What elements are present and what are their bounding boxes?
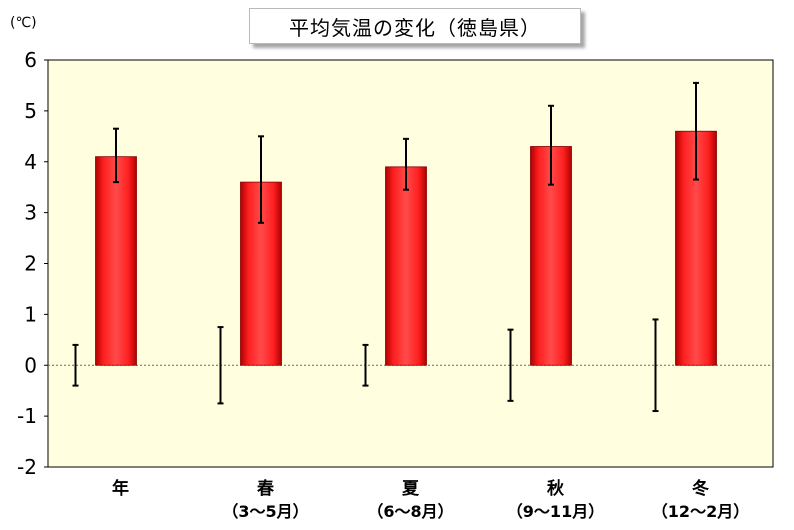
y-axis-unit: (℃)	[10, 15, 37, 31]
bar	[95, 156, 137, 366]
y-tick-label: -2	[17, 455, 37, 479]
x-tick-sublabel: （12〜2月）	[652, 502, 749, 521]
y-tick-label: 1	[24, 302, 37, 326]
chart-title: 平均気温の変化（徳島県）	[249, 8, 581, 44]
y-tick-label: 3	[24, 201, 37, 225]
x-tick-sublabel: （6〜8月）	[367, 502, 453, 521]
y-tick-label: 0	[24, 353, 37, 377]
x-tick-label: 年	[112, 478, 129, 499]
y-tick-label: 4	[24, 150, 37, 174]
x-tick-label: 冬	[692, 478, 709, 499]
y-tick-label: 5	[24, 99, 37, 123]
x-tick-sublabel: （9〜11月）	[507, 502, 604, 521]
bar	[385, 166, 427, 366]
x-tick-label: 秋	[547, 478, 565, 499]
x-tick-label: 春	[257, 478, 274, 499]
y-tick-label: -1	[17, 404, 37, 428]
y-tick-label: 2	[24, 252, 37, 276]
x-tick-label: 夏	[402, 479, 420, 499]
y-tick-label: 6	[24, 48, 37, 72]
x-tick-sublabel: （3〜5月）	[222, 502, 308, 521]
